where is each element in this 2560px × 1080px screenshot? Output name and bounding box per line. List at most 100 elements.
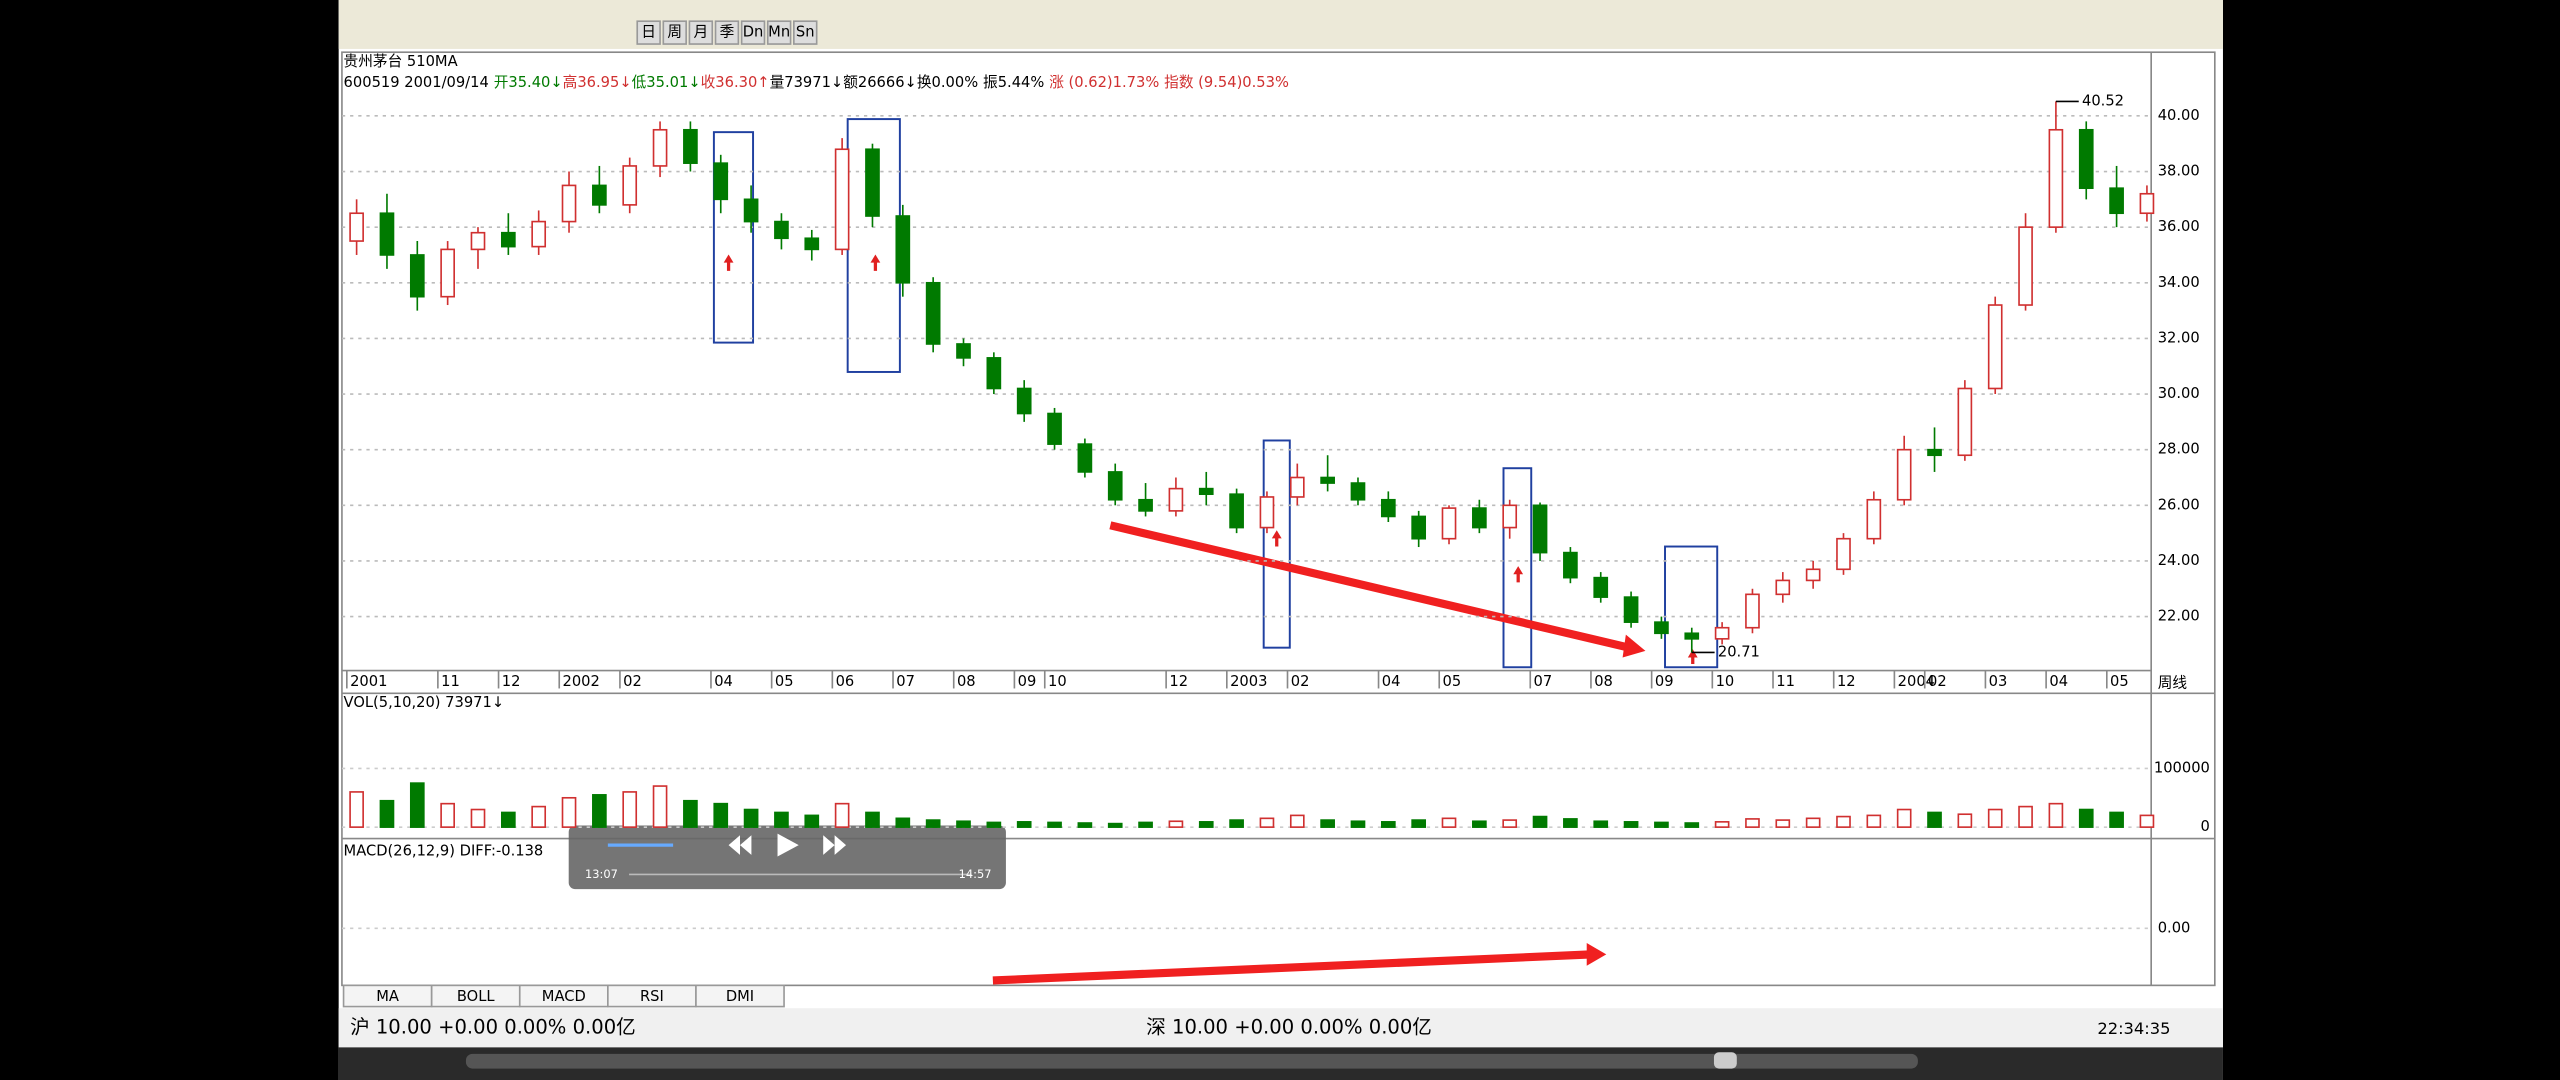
candle-body [1168, 487, 1184, 512]
forward-button[interactable] [823, 835, 847, 855]
volume-bar [622, 791, 638, 828]
volume-bar [1289, 814, 1305, 828]
candle-body [1896, 448, 1912, 501]
tab-label[interactable]: BOLL [457, 988, 496, 1005]
candle-body [2048, 128, 2064, 228]
volume-bar [1198, 821, 1214, 828]
candle-body [440, 248, 455, 298]
toolbar-label[interactable]: Sn [796, 24, 815, 41]
total: 14:57 [959, 867, 992, 881]
toolbar-button[interactable] [688, 20, 714, 45]
candle-body [2018, 226, 2033, 306]
x-tick-label: 05 [1442, 673, 1461, 690]
tab-label[interactable]: MA [376, 988, 399, 1005]
vol-tick-label: 100000 [2154, 759, 2210, 776]
volume-bar [1957, 813, 1973, 828]
x-tick-label: 12 [1837, 673, 1856, 690]
x-unit: 周线 [2158, 675, 2188, 692]
volume-bar [652, 785, 668, 828]
candle-body [1714, 626, 1730, 640]
toolbar-label[interactable]: 季 [720, 24, 735, 41]
info: 收36.30↑ [701, 74, 770, 91]
volume-bar [1229, 819, 1244, 828]
volume-bar [1350, 820, 1366, 828]
toolbar-button[interactable] [740, 20, 766, 45]
candle-body [895, 215, 911, 284]
rewind-button[interactable] [728, 835, 752, 855]
candle-body [1229, 493, 1244, 529]
tab-label[interactable]: MACD [542, 988, 586, 1005]
volume-bar [2048, 802, 2064, 828]
candle-body [531, 220, 547, 248]
volume-bar [409, 782, 425, 828]
volume-bar [1745, 818, 1760, 828]
candle-body [2078, 128, 2094, 190]
window [338, 0, 2223, 1080]
x-tick-label: 04 [1382, 673, 1401, 690]
info: 额26666↓ [843, 74, 917, 91]
toolbar-button[interactable] [662, 20, 687, 45]
macd-zero-label: 0.00 [2158, 919, 2191, 936]
toolbar-button[interactable] [766, 20, 792, 45]
play-button[interactable] [777, 833, 799, 857]
toolbar-button[interactable] [636, 20, 661, 45]
video-seek[interactable] [465, 1053, 1918, 1069]
volume-bar [1107, 822, 1123, 828]
volume-bar [1714, 821, 1730, 828]
x-tick-label: 2002 [563, 673, 600, 690]
toolbar-label[interactable]: 周 [667, 24, 682, 41]
volume-bar [1775, 819, 1791, 828]
toolbar-label[interactable]: 日 [641, 24, 656, 41]
volume-bar [925, 819, 941, 828]
volume-title: VOL(5,10,20) 73971↓ [344, 694, 505, 711]
volume-bar [379, 799, 395, 828]
candle-body [774, 220, 789, 240]
x-tick-label: 09 [1655, 673, 1674, 690]
volume-bar [804, 814, 820, 828]
status-bar [338, 1008, 2223, 1048]
toolbar-button[interactable] [793, 20, 818, 45]
candle-body [834, 148, 850, 251]
x-tick-label: 12 [502, 673, 521, 690]
candle-body [561, 184, 577, 223]
candle-body [683, 128, 698, 164]
x-tick-label: 07 [896, 673, 915, 690]
toolbar-label[interactable]: Dn [743, 24, 764, 41]
volume-bar [561, 796, 577, 828]
candle-body [1198, 487, 1214, 496]
tab-label[interactable]: DMI [726, 988, 754, 1005]
toolbar-button[interactable] [714, 20, 740, 45]
candle-body [1654, 621, 1669, 635]
tab-label[interactable]: RSI [640, 988, 664, 1005]
volume-bar [956, 820, 971, 828]
candle-body [349, 212, 364, 242]
y-tick-label: 34.00 [2158, 274, 2200, 291]
volume-bar [1411, 819, 1427, 828]
candle-body [1259, 496, 1275, 529]
candle-body [1563, 551, 1578, 579]
x-tick-label: 02 [1291, 673, 1310, 690]
info: 换0.00% [917, 74, 978, 91]
candle-body [713, 162, 729, 201]
tabs: MA BOLL MACD RSI DMI [342, 984, 785, 1008]
volume-bar [592, 794, 607, 828]
video-thumb[interactable] [1713, 1052, 1737, 1069]
toolbar-label[interactable]: 月 [694, 24, 709, 41]
x-tick-label: 04 [2049, 673, 2068, 690]
volume-bar [1168, 820, 1184, 828]
volume-bar [1563, 818, 1578, 828]
info: 开35.40↓ [494, 74, 563, 91]
candle-body [925, 281, 941, 345]
candle-body [804, 237, 820, 251]
volume-bar [1077, 822, 1093, 828]
candle-body [1623, 596, 1639, 623]
tab[interactable] [695, 984, 785, 1008]
volume-bar [500, 811, 516, 828]
volume-bar [1047, 821, 1062, 828]
volume-bar [1593, 820, 1609, 828]
x-tick-label: 2004 [1898, 673, 1935, 690]
volume-bar [1380, 821, 1396, 828]
volume-bar [2109, 811, 2124, 828]
toolbar-label[interactable]: Mn [768, 24, 790, 41]
